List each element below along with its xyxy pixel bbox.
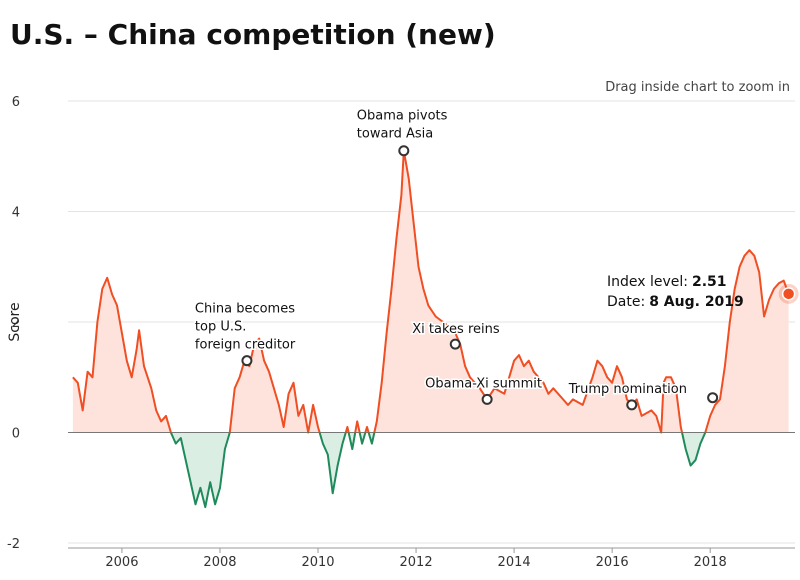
- line-negative: [169, 432, 707, 509]
- y-tick-label: 6: [12, 95, 20, 110]
- x-tick-label: 2010: [301, 555, 334, 570]
- chart-title: U.S. – China competition (new): [10, 18, 496, 51]
- area-negative: [72, 432, 789, 508]
- tooltip-level-value: 2.51: [692, 274, 727, 290]
- x-tick-label: 2008: [203, 555, 236, 570]
- annotation-marker: [626, 399, 638, 411]
- annotation-marker: [398, 145, 410, 157]
- annotation-label: Obama pivots: [357, 109, 448, 124]
- x-tick-label: 2018: [694, 555, 727, 570]
- x-tick-label: 2006: [105, 555, 138, 570]
- tooltip-date-value: 8 Aug. 2019: [649, 294, 744, 310]
- annotation-marker: [241, 355, 253, 367]
- tooltip-date: Date: 8 Aug. 2019: [607, 294, 744, 310]
- annotations: Obama pivots toward Asia China becomes top …: [193, 107, 719, 411]
- zoom-hint: Drag inside chart to zoom in: [605, 80, 790, 95]
- annotation-label: top U.S.: [195, 320, 246, 335]
- tooltip-level-label: Index level:: [607, 274, 688, 290]
- annotation-label: Xi takes reins: [412, 322, 500, 337]
- annotation-marker: [449, 338, 461, 350]
- annotation-label: China becomes: [195, 302, 295, 317]
- y-axis-label: Score: [7, 302, 23, 341]
- annotation-label: Obama-Xi summit: [425, 376, 542, 391]
- hover-dot: [781, 287, 796, 301]
- x-tick-label: 2014: [498, 555, 531, 570]
- x-tick-label: 2012: [400, 555, 433, 570]
- x-tick-label: 2016: [596, 555, 629, 570]
- y-tick-label: 2: [12, 316, 20, 331]
- tooltip: Index level: 2.51 Date: 8 Aug. 2019: [607, 274, 799, 310]
- tooltip-date-label: Date:: [607, 294, 645, 310]
- annotation-marker: [481, 393, 493, 405]
- tooltip-level: Index level: 2.51: [607, 274, 727, 290]
- annotation-marker: [707, 392, 719, 404]
- y-tick-label: 0: [12, 427, 20, 442]
- annotation-label: Trump nomination: [568, 382, 687, 397]
- y-tick-label: -2: [7, 537, 20, 552]
- annotation-label: toward Asia: [357, 127, 433, 142]
- y-tick-label: 4: [12, 206, 20, 221]
- annotation-label: foreign creditor: [195, 338, 296, 353]
- line-positive: [72, 149, 790, 433]
